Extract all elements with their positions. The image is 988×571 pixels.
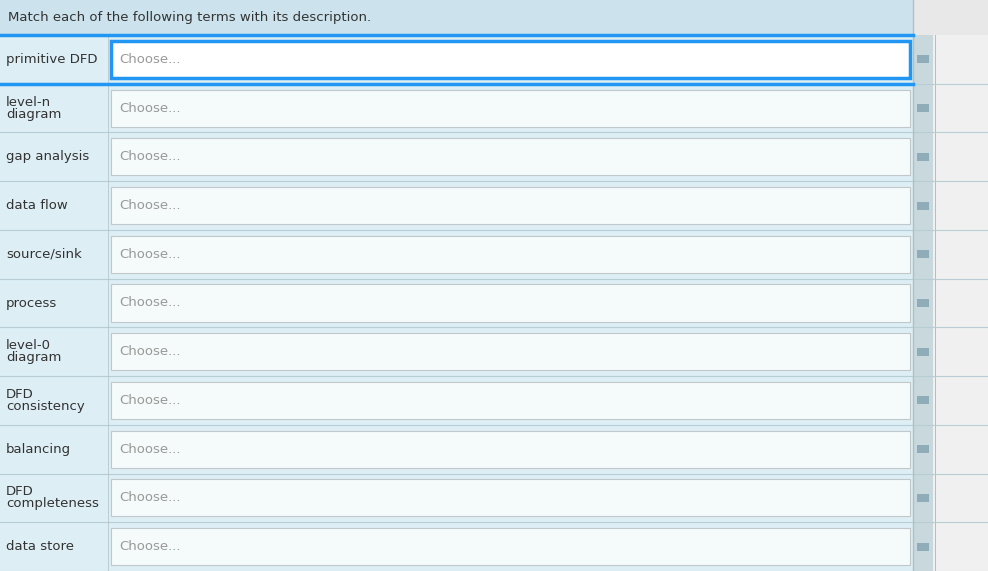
Bar [913, 425, 988, 473]
Text: data flow: data flow [6, 199, 68, 212]
Bar [0, 230, 913, 279]
Bar [913, 279, 988, 327]
Text: diagram: diagram [6, 108, 61, 120]
Text: Choose...: Choose... [119, 492, 181, 504]
Text: Choose...: Choose... [119, 394, 181, 407]
Text: DFD: DFD [6, 485, 34, 498]
Bar [913, 376, 988, 425]
Text: level-0: level-0 [6, 339, 51, 352]
Bar [111, 528, 910, 565]
Text: DFD: DFD [6, 388, 34, 401]
Text: completeness: completeness [6, 497, 99, 510]
Bar [917, 153, 929, 161]
Bar [0, 327, 913, 376]
Text: balancing: balancing [6, 443, 71, 456]
Bar [913, 35, 988, 84]
Bar [0, 473, 913, 522]
Bar [913, 84, 933, 132]
Text: level-n: level-n [6, 95, 51, 108]
Bar [111, 382, 910, 419]
Text: diagram: diagram [6, 351, 61, 364]
Bar [913, 35, 933, 84]
Bar [913, 132, 933, 181]
Text: primitive DFD: primitive DFD [6, 53, 98, 66]
Bar [111, 333, 910, 370]
Bar [111, 90, 910, 127]
Text: process: process [6, 296, 57, 309]
Bar [917, 250, 929, 258]
Bar [917, 542, 929, 550]
Bar [913, 327, 988, 376]
Bar [913, 473, 933, 522]
Text: Choose...: Choose... [119, 345, 181, 358]
Bar [917, 299, 929, 307]
Bar [0, 279, 913, 327]
Bar [917, 55, 929, 63]
Bar [111, 431, 910, 468]
Text: Match each of the following terms with its description.: Match each of the following terms with i… [8, 11, 371, 24]
Text: Choose...: Choose... [119, 102, 181, 115]
Bar [913, 132, 988, 181]
Text: gap analysis: gap analysis [6, 150, 89, 163]
Bar [913, 181, 988, 230]
Bar [913, 522, 933, 571]
Bar [913, 376, 933, 425]
Bar [111, 41, 910, 78]
Text: consistency: consistency [6, 400, 85, 413]
Bar [0, 376, 913, 425]
Bar [0, 425, 913, 473]
Bar [0, 84, 913, 132]
Text: Choose...: Choose... [119, 296, 181, 309]
Bar [913, 84, 988, 132]
Bar [0, 35, 913, 84]
Bar [917, 104, 929, 112]
Bar [913, 279, 933, 327]
Bar [917, 445, 929, 453]
Bar [917, 396, 929, 404]
Bar [913, 181, 933, 230]
Bar [111, 480, 910, 516]
Bar [913, 522, 988, 571]
Text: Choose...: Choose... [119, 199, 181, 212]
Bar [917, 202, 929, 210]
Bar [111, 284, 910, 321]
Text: Choose...: Choose... [119, 53, 181, 66]
Bar [917, 494, 929, 502]
Bar [111, 138, 910, 175]
Bar [0, 522, 913, 571]
Bar [913, 0, 988, 35]
Bar [111, 187, 910, 224]
Bar [913, 230, 933, 279]
Bar [913, 425, 933, 473]
Bar [913, 473, 988, 522]
Bar [913, 327, 933, 376]
Text: Choose...: Choose... [119, 443, 181, 456]
Bar [0, 132, 913, 181]
Bar [913, 230, 988, 279]
Text: Choose...: Choose... [119, 248, 181, 261]
Bar [0, 181, 913, 230]
Text: Choose...: Choose... [119, 540, 181, 553]
Text: data store: data store [6, 540, 74, 553]
Text: Choose...: Choose... [119, 150, 181, 163]
Text: source/sink: source/sink [6, 248, 82, 261]
Bar [917, 348, 929, 356]
Bar [0, 0, 913, 35]
Bar [111, 236, 910, 273]
